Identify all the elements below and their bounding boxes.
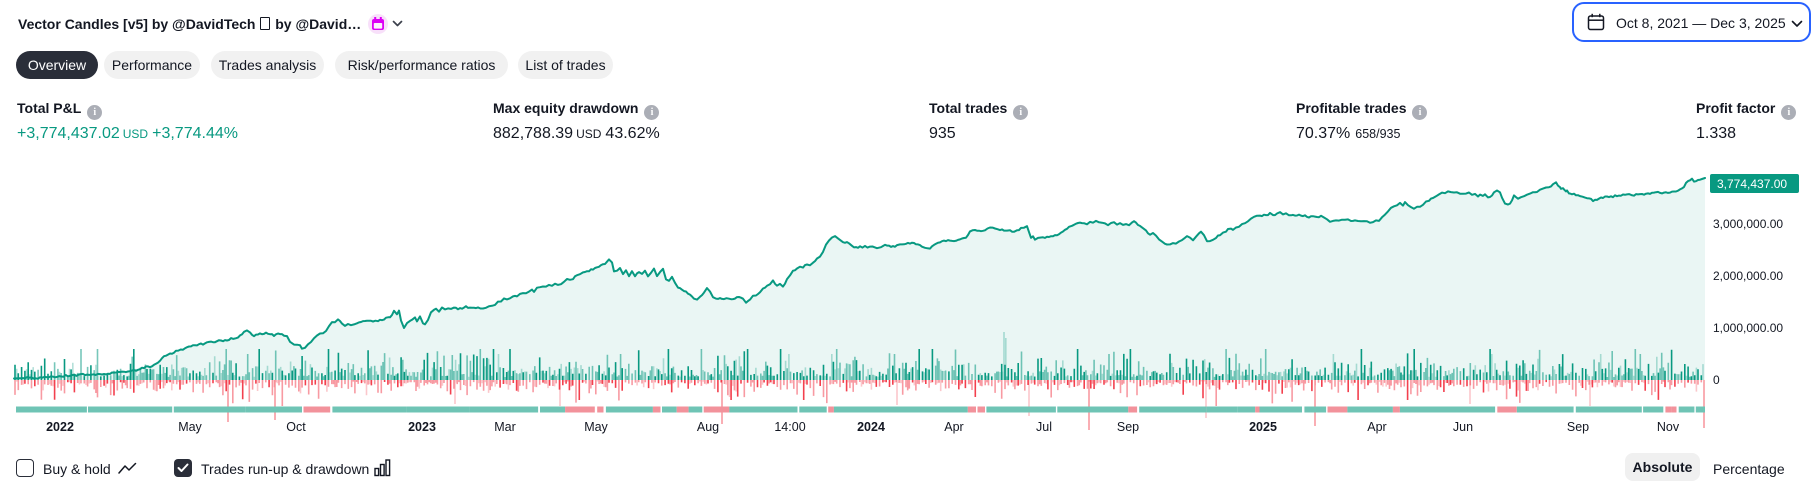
svg-text:Jul: Jul xyxy=(1036,420,1052,434)
svg-text:2022: 2022 xyxy=(46,420,74,434)
svg-text:Mar: Mar xyxy=(494,420,516,434)
svg-text:May: May xyxy=(584,420,608,434)
svg-text:0: 0 xyxy=(1713,373,1720,387)
svg-text:3,774,437.00: 3,774,437.00 xyxy=(1717,177,1787,191)
svg-text:2024: 2024 xyxy=(857,420,885,434)
svg-text:May: May xyxy=(178,420,202,434)
svg-text:Sep: Sep xyxy=(1567,420,1589,434)
svg-text:Apr: Apr xyxy=(944,420,963,434)
svg-text:2023: 2023 xyxy=(408,420,436,434)
svg-text:Aug: Aug xyxy=(697,420,719,434)
svg-text:Sep: Sep xyxy=(1117,420,1139,434)
svg-text:2,000,000.00: 2,000,000.00 xyxy=(1713,269,1783,283)
svg-text:Nov: Nov xyxy=(1657,420,1680,434)
svg-text:Oct: Oct xyxy=(286,420,306,434)
svg-text:Apr: Apr xyxy=(1367,420,1386,434)
svg-text:1,000,000.00: 1,000,000.00 xyxy=(1713,321,1783,335)
svg-text:Jun: Jun xyxy=(1453,420,1473,434)
svg-text:3,000,000.00: 3,000,000.00 xyxy=(1713,217,1783,231)
svg-text:2025: 2025 xyxy=(1249,420,1277,434)
svg-text:14:00: 14:00 xyxy=(774,420,805,434)
